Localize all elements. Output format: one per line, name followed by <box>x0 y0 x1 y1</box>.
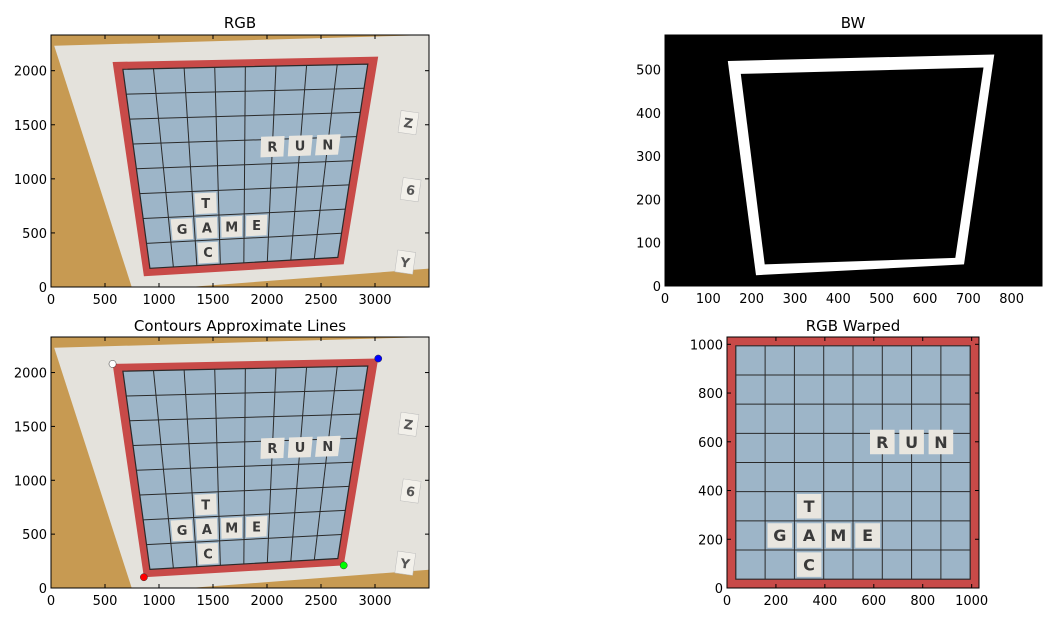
rgb-image: CG A M E T R U N Y 6 Z <box>51 35 429 291</box>
y-tick-label: 600 <box>698 436 723 451</box>
x-tick-label: 2000 <box>250 594 283 609</box>
panel-warped-title: RGB Warped <box>806 317 901 335</box>
y-tick-label: 200 <box>698 533 723 548</box>
x-tick-label: 400 <box>826 292 851 307</box>
x-tick-label: 200 <box>764 594 789 609</box>
y-tick-label: 0 <box>653 280 661 295</box>
bw-inner-quad <box>741 68 984 265</box>
corner-point-red <box>140 574 147 581</box>
y-tick-label: 400 <box>698 485 723 500</box>
x-tick-label: 700 <box>956 292 981 307</box>
panel-bw-title: BW <box>841 14 866 32</box>
x-tick-label: 500 <box>93 594 118 609</box>
panel-bw: BW 0 100 200 300 400 500 600 700 800 0 100 200 300 40… <box>636 14 1042 307</box>
x-tick-label: 2500 <box>304 293 337 308</box>
x-tick-label: 3000 <box>358 594 391 609</box>
letter-tile-text: C <box>803 555 815 574</box>
x-tick-label: 0 <box>47 594 55 609</box>
panel-warped: RGB Warped CG A M E T R U N 0 200 400 600 800 1000 0 2… <box>690 317 988 609</box>
x-tick-label: 2500 <box>304 594 337 609</box>
y-tick-label: 500 <box>22 528 47 543</box>
x-tick-label: 300 <box>783 292 808 307</box>
corner-point-blue <box>375 355 382 362</box>
x-tick-label: 200 <box>739 292 764 307</box>
letter-tile-text: T <box>804 497 815 516</box>
y-tick-label: 1500 <box>14 119 47 134</box>
x-tick-label: 600 <box>913 292 938 307</box>
letter-tile-text: T <box>201 197 210 212</box>
y-tick-label: 100 <box>636 237 661 252</box>
letter-tile-text: R <box>267 442 277 457</box>
corner-point-green <box>340 562 347 569</box>
y-tick-label: 0 <box>715 582 723 597</box>
x-tick-label: 100 <box>696 292 721 307</box>
x-tick-label: 400 <box>812 594 837 609</box>
x-tick-label: 3000 <box>358 293 391 308</box>
y-tick-label: 2000 <box>14 367 47 382</box>
y-tick-label: 0 <box>39 582 47 597</box>
panel-contours: Contours Approximate Lines CG A M ETR U NY6Z … <box>14 317 429 609</box>
letter-tile-text: G <box>773 526 786 545</box>
panel-rgb: RGB CG A M ETR U NY6Z 0 500 1000 1500 2000 2500 300… <box>14 14 429 308</box>
letter-tile-text: C <box>203 547 213 562</box>
y-tick-label: 500 <box>636 64 661 79</box>
x-tick-label: 500 <box>869 292 894 307</box>
x-tick-label: 1000 <box>955 594 988 609</box>
letter-tile-text: E <box>252 219 261 234</box>
warped-image: CG A M E T R U N <box>727 337 979 588</box>
panel-contours-title: Contours Approximate Lines <box>134 317 346 335</box>
y-tick-label: 0 <box>39 281 47 296</box>
x-tick-label: 800 <box>999 292 1024 307</box>
letter-tile-text: G <box>177 524 188 539</box>
letter-tile-text: G <box>177 223 188 238</box>
letter-tile-text: E <box>252 520 261 535</box>
x-tick-label: 600 <box>861 594 886 609</box>
y-tick-label: 300 <box>636 150 661 165</box>
corner-point-white <box>109 360 116 367</box>
letter-tile-text: A <box>803 526 816 545</box>
letter-tile-text: E <box>862 526 873 545</box>
y-tick-label: 1000 <box>14 474 47 489</box>
x-tick-label: 1000 <box>142 293 175 308</box>
letter-tile-text: C <box>203 246 213 261</box>
letter-tile-text: A <box>202 523 212 538</box>
y-tick-label: 1500 <box>14 420 47 435</box>
letter-tile-text: N <box>322 440 333 455</box>
letter-tile-text: N <box>322 138 333 153</box>
x-tick-label: 500 <box>93 293 118 308</box>
letter-tile-text: M <box>225 220 238 235</box>
y-tick-label: 800 <box>698 387 723 402</box>
x-tick-label: 1500 <box>196 594 229 609</box>
x-tick-label: 800 <box>910 594 935 609</box>
x-tick-label: 1500 <box>196 293 229 308</box>
y-tick-label: 1000 <box>690 338 723 353</box>
letter-tile-text: M <box>225 522 238 537</box>
y-tick-label: 500 <box>22 227 47 242</box>
letter-tile-text: A <box>202 222 212 237</box>
letter-tile-text: T <box>201 498 210 513</box>
letter-tile-text: N <box>934 433 947 452</box>
letter-tile-text: U <box>295 139 306 154</box>
panel-rgb-title: RGB <box>224 14 256 32</box>
letter-tile-text: M <box>830 526 846 545</box>
x-tick-label: 1000 <box>142 594 175 609</box>
letter-tile-text: R <box>267 140 277 155</box>
y-tick-label: 200 <box>636 193 661 208</box>
bw-image <box>665 35 1042 286</box>
letter-tile-text: R <box>876 433 888 452</box>
y-tick-label: 1000 <box>14 173 47 188</box>
x-tick-label: 0 <box>47 293 55 308</box>
y-tick-label: 400 <box>636 107 661 122</box>
y-tick-label: 2000 <box>14 65 47 80</box>
contours-image: CG A M E T R U N Y 6 Z <box>51 337 429 592</box>
letter-tile-text: U <box>905 433 918 452</box>
x-tick-label: 0 <box>723 594 731 609</box>
x-tick-label: 0 <box>661 292 669 307</box>
letter-tile-text: U <box>295 441 306 456</box>
x-tick-label: 2000 <box>250 293 283 308</box>
